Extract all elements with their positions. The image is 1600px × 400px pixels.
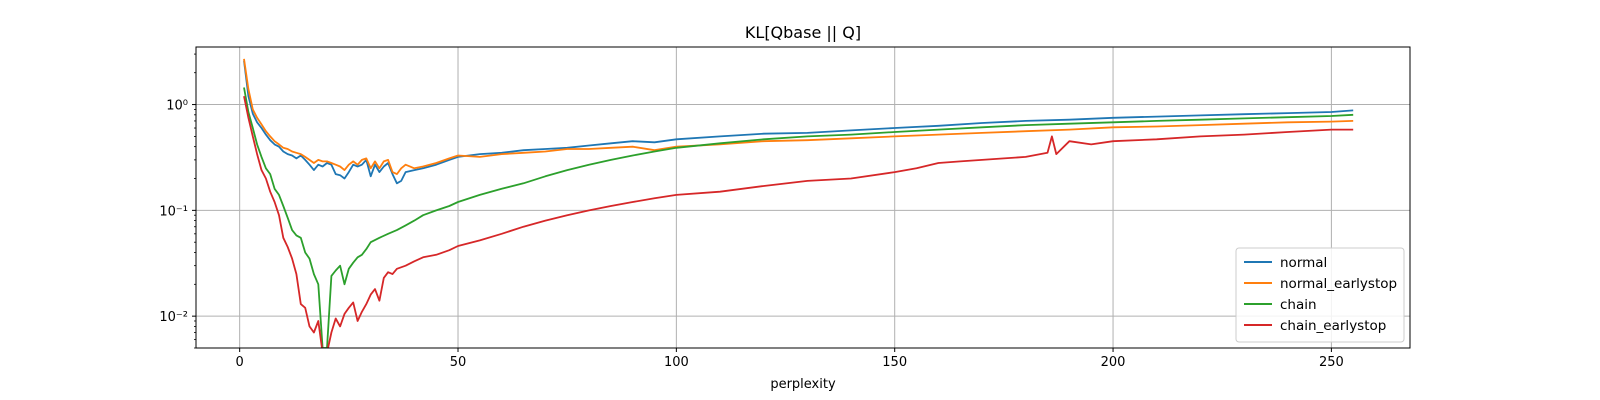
series-line-normal — [243, 60, 1354, 185]
legend-label: normal_earlystop — [1280, 276, 1397, 292]
chart-title: KL[Qbase || Q] — [745, 23, 861, 42]
x-tick-label: 250 — [1319, 355, 1344, 370]
legend-label: chain — [1280, 297, 1317, 313]
x-tick-label: 150 — [882, 355, 907, 370]
legend-label: normal — [1280, 255, 1327, 271]
x-tick-label: 0 — [236, 355, 244, 370]
x-axis-label: perplexity — [770, 377, 836, 392]
y-tick-label: 10⁻¹ — [159, 204, 188, 219]
x-tick-label: 50 — [450, 355, 467, 370]
series-line-chain-earlystop — [243, 96, 1354, 348]
series-line-chain — [243, 87, 1354, 348]
series-lines — [243, 58, 1354, 348]
y-tick-label: 10⁻² — [159, 310, 188, 325]
legend-box — [1235, 247, 1405, 343]
series-line-normal-earlystop — [243, 58, 1354, 175]
legend-label: chain_earlystop — [1280, 318, 1386, 334]
y-tick-label: 10⁰ — [166, 99, 188, 114]
x-tick-label: 200 — [1101, 355, 1126, 370]
x-tick-label: 100 — [664, 355, 689, 370]
grid — [196, 47, 1410, 348]
axis-ticks: 0 50 100 150 200 250 10⁻² 10⁻¹ 10⁰ — [159, 53, 1344, 370]
plot-frame — [195, 46, 1411, 349]
